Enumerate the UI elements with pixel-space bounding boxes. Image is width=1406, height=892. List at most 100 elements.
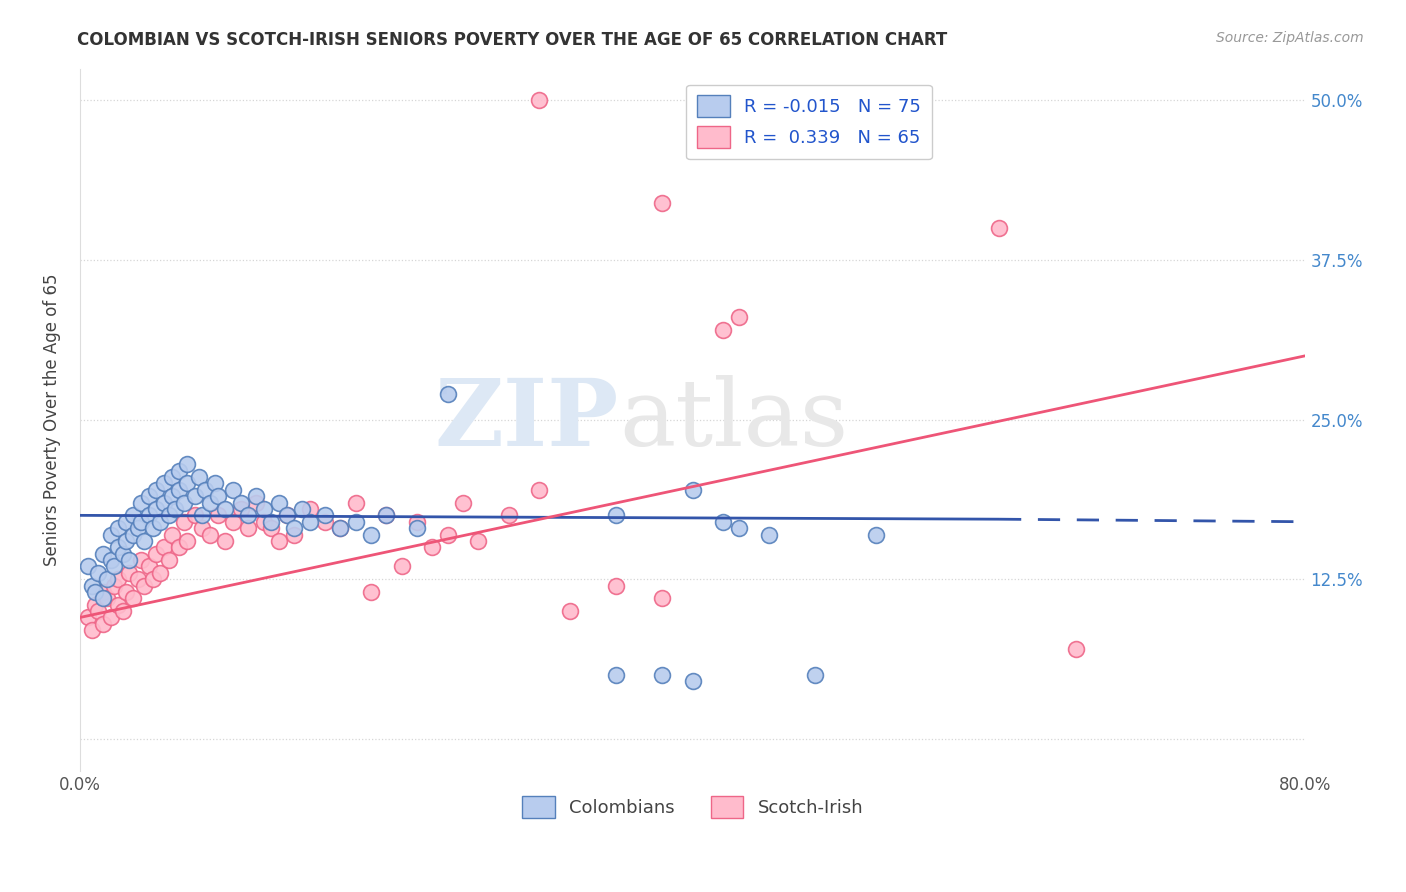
Point [160, 470, 183, 484]
Point [118, 566, 141, 580]
Point [298, 502, 321, 516]
Point [329, 521, 352, 535]
Point [406, 521, 429, 535]
Point [194, 483, 217, 497]
Point [222, 483, 245, 497]
Point [127, 521, 149, 535]
Text: Source: ZipAtlas.com: Source: ZipAtlas.com [1216, 31, 1364, 45]
Point [160, 489, 183, 503]
Point [76, 559, 98, 574]
Point [145, 483, 167, 497]
Point [129, 515, 152, 529]
Point [145, 547, 167, 561]
Point [375, 508, 398, 523]
Point [169, 541, 191, 555]
Point [298, 515, 321, 529]
Point [114, 515, 136, 529]
Point [176, 533, 198, 548]
Text: COLOMBIAN VS SCOTCH-IRISH SENIORS POVERTY OVER THE AGE OF 65 CORRELATION CHART: COLOMBIAN VS SCOTCH-IRISH SENIORS POVERT… [77, 31, 948, 49]
Point [118, 553, 141, 567]
Point [198, 495, 221, 509]
Point [245, 495, 267, 509]
Point [103, 559, 125, 574]
Point [436, 527, 458, 541]
Point [229, 502, 252, 516]
Legend: Colombians, Scotch-Irish: Colombians, Scotch-Irish [515, 789, 870, 825]
Point [191, 521, 214, 535]
Point [711, 515, 734, 529]
Point [267, 533, 290, 548]
Point [682, 674, 704, 689]
Point [111, 547, 134, 561]
Point [100, 527, 122, 541]
Point [114, 533, 136, 548]
Point [344, 495, 367, 509]
Point [176, 476, 198, 491]
Point [267, 495, 290, 509]
Point [529, 483, 551, 497]
Point [122, 527, 145, 541]
Point [173, 495, 195, 509]
Text: atlas: atlas [619, 375, 848, 465]
Point [238, 508, 260, 523]
Point [260, 521, 283, 535]
Point [138, 508, 160, 523]
Point [865, 527, 887, 541]
Point [260, 515, 283, 529]
Point [605, 668, 627, 682]
Point [153, 541, 176, 555]
Point [91, 585, 114, 599]
Point [96, 591, 118, 606]
Point [76, 610, 98, 624]
Point [184, 489, 207, 503]
Point [160, 527, 183, 541]
Point [406, 515, 429, 529]
Point [169, 464, 191, 478]
Point [391, 559, 413, 574]
Point [314, 508, 336, 523]
Point [988, 221, 1011, 235]
Point [163, 502, 186, 516]
Point [283, 527, 305, 541]
Point [148, 515, 170, 529]
Point [122, 591, 145, 606]
Point [314, 515, 336, 529]
Point [87, 604, 110, 618]
Point [107, 521, 129, 535]
Point [111, 604, 134, 618]
Point [138, 559, 160, 574]
Point [467, 533, 489, 548]
Point [191, 508, 214, 523]
Point [558, 604, 581, 618]
Point [153, 476, 176, 491]
Point [82, 624, 104, 638]
Point [420, 541, 443, 555]
Point [651, 668, 673, 682]
Point [253, 515, 276, 529]
Point [91, 616, 114, 631]
Point [148, 566, 170, 580]
Point [214, 502, 236, 516]
Point [100, 610, 122, 624]
Point [238, 521, 260, 535]
Point [344, 515, 367, 529]
Point [253, 502, 276, 516]
Point [727, 310, 749, 325]
Point [96, 572, 118, 586]
Point [176, 458, 198, 472]
Point [758, 527, 780, 541]
Point [291, 502, 314, 516]
Point [498, 508, 520, 523]
Point [145, 502, 167, 516]
Point [360, 527, 382, 541]
Point [605, 508, 627, 523]
Point [87, 566, 110, 580]
Text: ZIP: ZIP [434, 375, 619, 465]
Point [103, 578, 125, 592]
Point [451, 495, 474, 509]
Point [107, 572, 129, 586]
Point [127, 572, 149, 586]
Point [198, 527, 221, 541]
Point [84, 598, 107, 612]
Point [727, 521, 749, 535]
